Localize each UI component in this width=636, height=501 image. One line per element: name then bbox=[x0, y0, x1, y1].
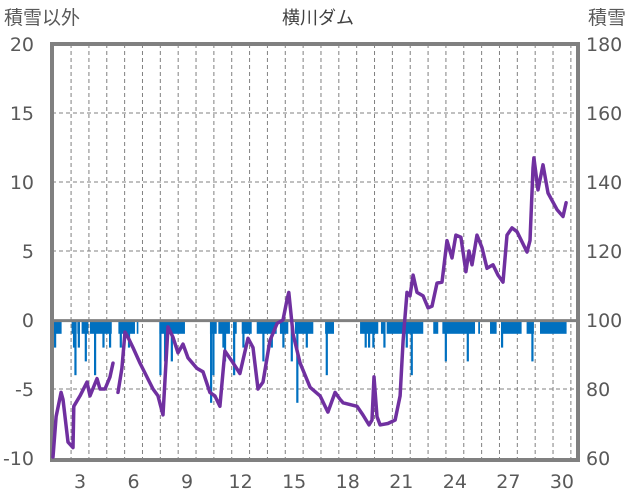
bar bbox=[410, 320, 413, 376]
left-tick-label: 10 bbox=[10, 172, 34, 194]
bar bbox=[242, 320, 245, 348]
right-axis-title: 積雪 bbox=[588, 7, 626, 29]
chart-title: 横川ダム bbox=[282, 8, 354, 29]
gridlines bbox=[52, 44, 578, 460]
bar-run bbox=[478, 320, 481, 334]
bar-run bbox=[53, 320, 62, 334]
bar-run bbox=[325, 320, 335, 334]
left-tick-label: 15 bbox=[10, 103, 34, 125]
bar bbox=[119, 320, 122, 348]
bar bbox=[372, 320, 375, 348]
bar-run bbox=[380, 320, 386, 334]
left-tick-label: -10 bbox=[3, 448, 34, 470]
plot-border bbox=[50, 42, 580, 462]
bar bbox=[296, 320, 299, 403]
right-tick-label: 120 bbox=[586, 241, 622, 263]
x-tick-label: 18 bbox=[336, 471, 360, 493]
left-tick-label: -5 bbox=[15, 379, 34, 401]
bar bbox=[290, 320, 293, 362]
bar bbox=[367, 320, 371, 348]
right-axis-ticks: 180 160 140 120 100 80 60 bbox=[586, 34, 622, 470]
bar bbox=[93, 320, 97, 376]
bar bbox=[531, 320, 534, 362]
bar bbox=[383, 320, 386, 348]
bar bbox=[405, 320, 408, 348]
left-tick-label: 0 bbox=[22, 310, 34, 332]
bar bbox=[102, 320, 105, 348]
left-axis-ticks: 20 15 10 5 0 -5 -10 bbox=[3, 34, 34, 470]
x-tick-label: 30 bbox=[550, 471, 574, 493]
bar bbox=[77, 320, 80, 348]
bar bbox=[159, 320, 162, 376]
right-tick-label: 180 bbox=[586, 34, 622, 56]
x-tick-label: 3 bbox=[74, 471, 86, 493]
x-tick-label: 9 bbox=[181, 471, 193, 493]
left-tick-label: 5 bbox=[22, 241, 34, 263]
right-tick-label: 160 bbox=[586, 103, 622, 125]
bar-run bbox=[490, 320, 497, 334]
bar bbox=[325, 320, 328, 376]
bar-run bbox=[136, 320, 139, 334]
right-tick-label: 80 bbox=[586, 379, 610, 401]
x-tick-label: 24 bbox=[443, 471, 467, 493]
bar-run bbox=[526, 320, 534, 334]
x-tick-label: 6 bbox=[128, 471, 140, 493]
bar bbox=[305, 320, 308, 348]
bar-run bbox=[241, 320, 252, 334]
bar-run bbox=[433, 320, 439, 334]
left-axis-title: 積雪以外 bbox=[4, 7, 80, 29]
bar bbox=[222, 320, 225, 348]
bar-run bbox=[294, 320, 314, 334]
bar-run bbox=[539, 320, 567, 334]
line-series-snow-depth bbox=[51, 156, 568, 459]
bar bbox=[444, 320, 447, 362]
bar bbox=[108, 320, 112, 348]
bar bbox=[210, 320, 213, 403]
x-axis-ticks: 3 6 9 12 15 18 21 24 27 30 bbox=[74, 471, 574, 493]
bar bbox=[212, 320, 215, 376]
right-tick-label: 100 bbox=[586, 310, 622, 332]
bar bbox=[500, 320, 504, 348]
bar bbox=[223, 320, 227, 362]
bar bbox=[466, 320, 469, 362]
snow-depth-line bbox=[116, 156, 568, 427]
bar bbox=[127, 320, 131, 348]
bar bbox=[364, 320, 367, 348]
bar bbox=[84, 320, 87, 362]
bar bbox=[54, 320, 57, 348]
x-tick-label: 15 bbox=[282, 471, 306, 493]
bar bbox=[74, 320, 77, 376]
right-tick-label: 140 bbox=[586, 172, 622, 194]
bar bbox=[233, 320, 236, 376]
bar bbox=[163, 320, 167, 362]
bar bbox=[282, 320, 285, 348]
bar-run bbox=[118, 320, 135, 334]
snow-depth-line bbox=[51, 361, 115, 459]
bar-series-non-snow bbox=[53, 320, 567, 403]
left-tick-label: 20 bbox=[10, 34, 34, 56]
bar bbox=[170, 320, 173, 362]
x-tick-label: 12 bbox=[229, 471, 253, 493]
x-tick-label: 27 bbox=[496, 471, 520, 493]
bar bbox=[72, 320, 76, 348]
bar-run bbox=[501, 320, 522, 334]
right-tick-label: 60 bbox=[586, 448, 610, 470]
bar bbox=[262, 320, 265, 362]
x-tick-label: 21 bbox=[389, 471, 413, 493]
